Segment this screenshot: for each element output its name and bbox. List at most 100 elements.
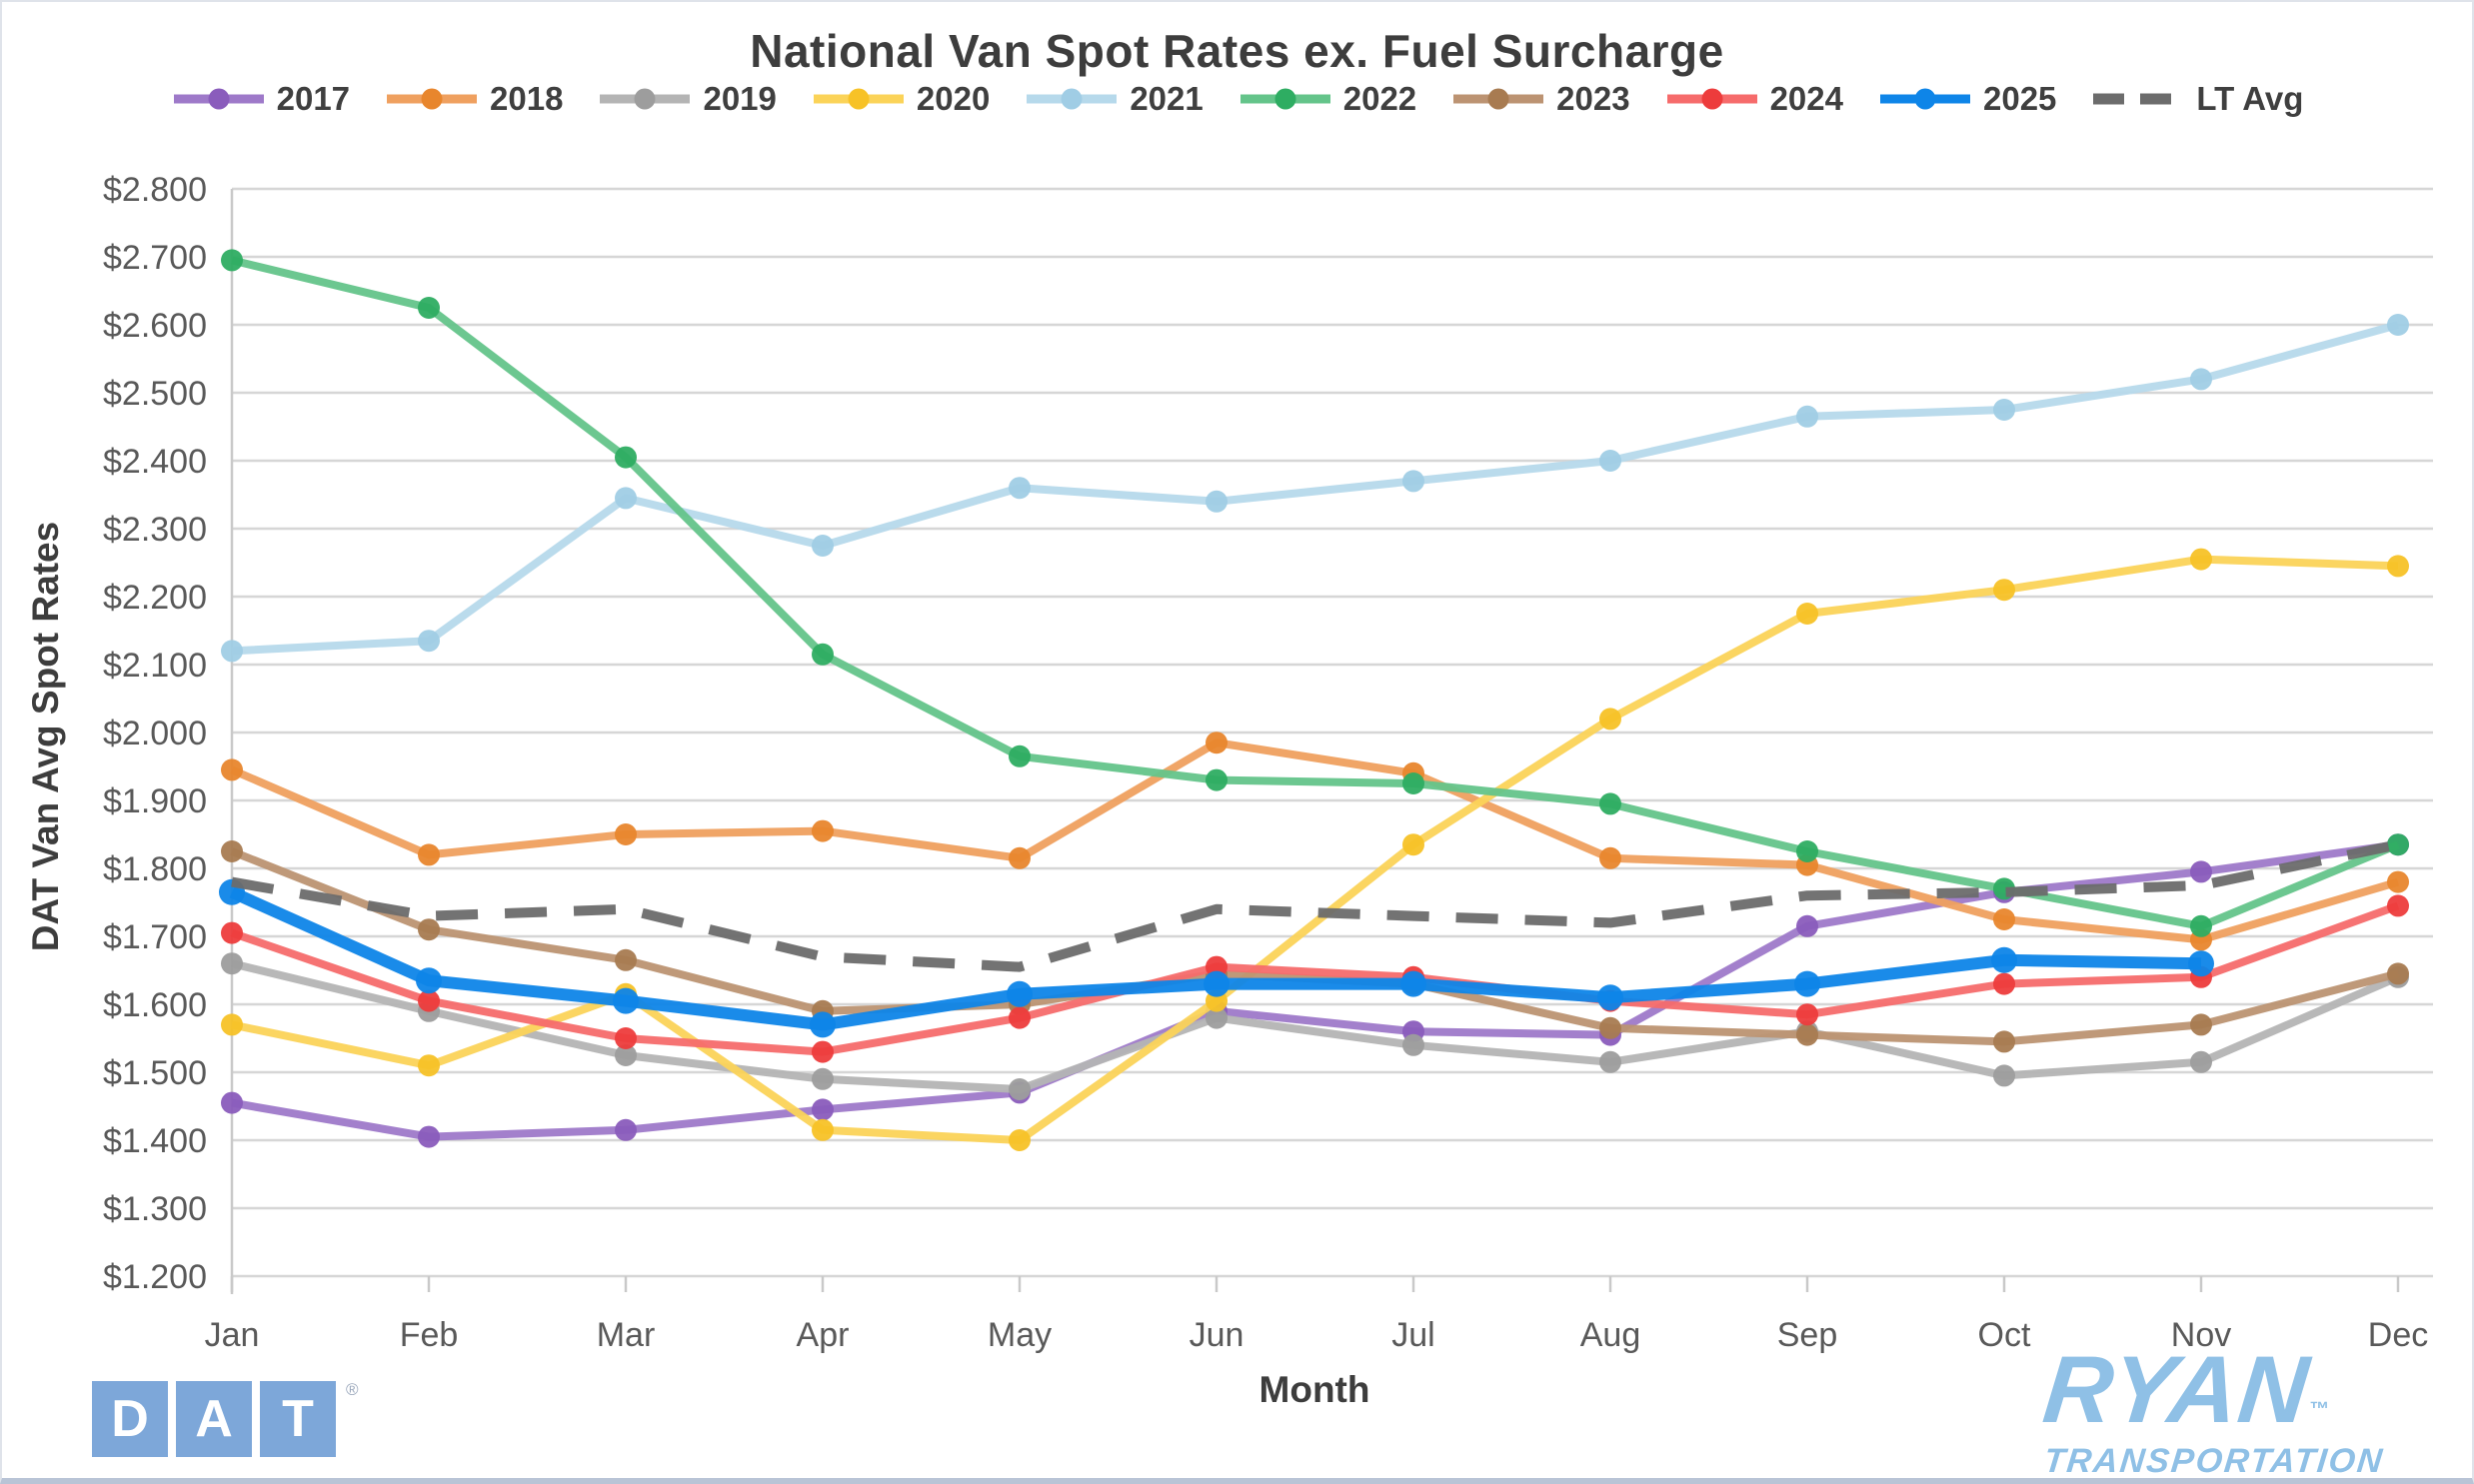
series-dot-2018-Feb [418, 843, 440, 866]
series-dot-2023-Feb [418, 918, 440, 941]
series-dot-2020-Apr [812, 1118, 834, 1141]
series-dot-2023-Sep [1796, 1023, 1818, 1046]
legend-item-LT Avg: LT Avg [2090, 80, 2303, 118]
y-tick-label-$2.000: $2.000 [103, 715, 207, 752]
month-label-Oct: Oct [1978, 1316, 2031, 1354]
series-dot-2022-May [1009, 744, 1031, 767]
legend-item-2023: 2023 [1450, 80, 1630, 118]
y-tick-label-$1.600: $1.600 [103, 986, 207, 1024]
series-dot-2021-Aug [1599, 450, 1621, 472]
series-dot-2022-Jul [1402, 772, 1424, 794]
y-tick-label-$1.200: $1.200 [103, 1258, 207, 1296]
series-dot-2022-Dec [2387, 833, 2409, 856]
series-dot-2018-Dec [2387, 870, 2409, 893]
ryan-trademark-mark: ™ [2308, 1398, 2329, 1421]
ryan-logo-name: RYAN [2038, 1337, 2315, 1443]
legend-label-2023: 2023 [1556, 80, 1630, 117]
legend-label-2018: 2018 [490, 80, 564, 117]
series-dot-2019-Jan [221, 952, 243, 975]
y-tick-label-$2.600: $2.600 [103, 307, 207, 345]
legend-marker-2017 [173, 88, 264, 110]
series-dot-2019-Jul [1402, 1033, 1424, 1056]
y-axis-title: DAT Van Avg Spot Rates [25, 521, 66, 952]
month-label-May: May [988, 1316, 1052, 1354]
series-dot-2025-Aug [1597, 984, 1623, 1011]
series-dot-2018-Jun [1206, 732, 1228, 754]
month-label-Jul: Jul [1391, 1316, 1434, 1354]
series-dot-2020-Sep [1796, 603, 1818, 625]
series-dot-2022-Jun [1206, 768, 1228, 791]
y-tick-label-$1.700: $1.700 [103, 918, 207, 956]
y-tick-label-$1.400: $1.400 [103, 1122, 207, 1160]
series-dot-2018-Oct [1993, 908, 2015, 930]
x-axis-title: Month [1258, 1369, 1370, 1410]
legend-marker-2019 [600, 88, 691, 110]
series-line-LT Avg [231, 839, 2400, 972]
month-label-Jan: Jan [205, 1316, 260, 1354]
legend-item-2025: 2025 [1877, 80, 2056, 118]
legend-item-2024: 2024 [1664, 80, 1843, 118]
legend-marker-2021 [1027, 88, 1118, 110]
dat-logo-letter-T: T [260, 1381, 336, 1457]
legend-label-LT Avg: LT Avg [2196, 80, 2304, 117]
dat-registered-mark: ® [346, 1380, 359, 1399]
month-label-Mar: Mar [597, 1316, 656, 1354]
series-dot-2024-Apr [812, 1040, 834, 1063]
legend-marker-2020 [813, 88, 904, 110]
series-dot-2018-Mar [615, 823, 637, 845]
series-dot-2019-Nov [2190, 1050, 2212, 1073]
series-dot-2021-May [1009, 477, 1031, 500]
series-dot-2023-Dec [2387, 962, 2409, 985]
series-dot-2025-Mar [613, 987, 639, 1014]
series-dot-2019-Apr [812, 1067, 834, 1090]
series-dot-2025-Oct [1991, 946, 2017, 973]
month-label-Nov: Nov [2171, 1316, 2231, 1354]
y-tick-label-$2.100: $2.100 [103, 647, 207, 685]
legend-item-2020: 2020 [811, 80, 990, 118]
series-dot-2024-Mar [615, 1027, 637, 1049]
series-line-2021 [231, 321, 2400, 656]
series-dot-2025-Sep [1794, 970, 1820, 997]
ryan-transportation-logo: RYAN™ TRANSPORTATION [2039, 1337, 2386, 1478]
series-line-2024 [230, 901, 2400, 1056]
legend-label-2024: 2024 [1769, 80, 1843, 117]
legend-item-2017: 2017 [171, 80, 350, 118]
chart-title: National Van Spot Rates ex. Fuel Surchar… [750, 25, 1724, 77]
series-dot-2024-Feb [418, 989, 440, 1012]
y-tick-label-$2.700: $2.700 [103, 239, 207, 277]
chart-legend: 2017 2018 2019 2020 2021 2022 2023 2024 2025 LT A… [2, 80, 2472, 118]
legend-marker-2018 [387, 88, 478, 110]
series-dot-2022-Sep [1796, 840, 1818, 862]
series-dot-2019-Oct [1993, 1064, 2015, 1087]
series-dot-2022-Mar [615, 446, 637, 469]
month-label-Apr: Apr [797, 1316, 850, 1354]
legend-marker-2023 [1453, 88, 1544, 110]
legend-label-2020: 2020 [916, 80, 991, 117]
y-tick-label-$2.300: $2.300 [103, 511, 207, 549]
series-dot-2023-Oct [1993, 1030, 2015, 1053]
series-dot-2020-Aug [1599, 708, 1621, 731]
series-dot-2019-Mar [615, 1044, 637, 1066]
series-dot-2024-May [1009, 1006, 1031, 1029]
series-dot-2021-Oct [1993, 399, 2015, 421]
legend-marker-LT Avg [2093, 93, 2184, 105]
y-tick-label-$2.200: $2.200 [103, 579, 207, 617]
series-line-2023 [230, 847, 2400, 1046]
series-line-2022 [231, 256, 2400, 930]
legend-label-2025: 2025 [1983, 80, 2057, 117]
series-line-2018 [230, 739, 2400, 944]
series-dot-2025-Apr [810, 1011, 836, 1038]
y-tick-label-$1.900: $1.900 [103, 782, 207, 820]
series-dot-2021-Jun [1206, 490, 1228, 513]
series-dot-2020-Oct [1993, 579, 2015, 602]
y-tick-label-$2.400: $2.400 [103, 443, 207, 481]
series-dot-2017-Jan [221, 1091, 243, 1114]
series-dot-2022-Jan [221, 249, 243, 272]
series-dot-2022-Nov [2190, 914, 2212, 937]
month-label-Aug: Aug [1580, 1316, 1641, 1354]
series-dot-2023-Jan [221, 840, 243, 862]
y-tick-label-$2.800: $2.800 [103, 171, 207, 209]
dat-logo-letter-A: A [176, 1381, 252, 1457]
y-tick-label-$1.300: $1.300 [103, 1190, 207, 1228]
